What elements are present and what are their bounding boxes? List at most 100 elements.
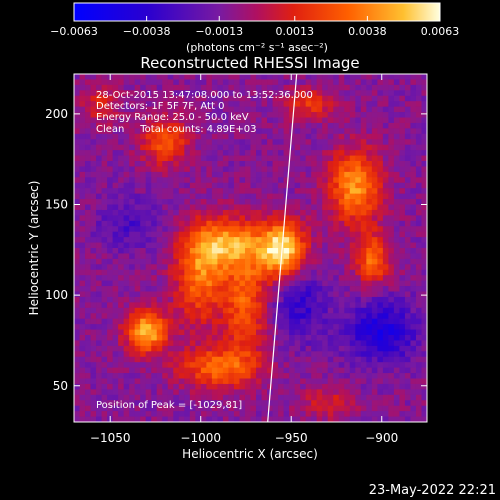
heatmap-cell — [289, 144, 296, 151]
heatmap-cell — [140, 258, 147, 265]
heatmap-cell — [256, 139, 262, 146]
heatmap-cell — [421, 171, 428, 178]
heatmap-cell — [200, 209, 207, 216]
heatmap-cell — [421, 286, 428, 292]
heatmap-cell — [256, 389, 262, 396]
heatmap-cell — [112, 242, 119, 249]
heatmap-cell — [305, 215, 312, 222]
heatmap-cell — [156, 367, 163, 374]
heatmap-cell — [311, 122, 318, 129]
heatmap-cell — [393, 335, 400, 341]
heatmap-cell — [393, 313, 400, 320]
heatmap-cell — [101, 275, 108, 282]
heatmap-cell — [107, 242, 114, 249]
heatmap-cell — [85, 166, 91, 173]
heatmap-cell — [233, 275, 240, 282]
heatmap-cell — [388, 79, 395, 86]
heatmap-cell — [101, 182, 108, 189]
heatmap-cell — [322, 351, 329, 358]
heatmap-cell — [410, 362, 417, 369]
heatmap-cell — [377, 362, 384, 369]
heatmap-cell — [90, 329, 97, 336]
heatmap-cell — [272, 367, 279, 374]
heatmap-cell — [349, 79, 356, 86]
heatmap-cell — [360, 269, 367, 276]
heatmap-cell — [421, 356, 428, 363]
heatmap-cell — [90, 373, 97, 379]
heatmap-cell — [410, 182, 417, 189]
heatmap-cell — [316, 166, 323, 173]
heatmap-cell — [140, 405, 147, 412]
heatmap-cell — [421, 101, 428, 108]
heatmap-cell — [322, 362, 329, 369]
heatmap-cell — [250, 416, 257, 423]
heatmap-cell — [305, 128, 312, 135]
heatmap-cell — [145, 133, 152, 140]
heatmap-cell — [415, 237, 422, 243]
heatmap-cell — [421, 264, 428, 271]
heatmap-cell — [283, 307, 290, 314]
heatmap-cell — [256, 128, 262, 135]
heatmap-cell — [101, 117, 108, 124]
heatmap-cell — [184, 106, 191, 113]
heatmap-cell — [267, 405, 273, 412]
heatmap-cell — [112, 269, 119, 276]
heatmap-cell — [134, 193, 141, 200]
heatmap-cell — [421, 122, 428, 129]
heatmap-cell — [410, 313, 417, 320]
heatmap-cell — [360, 231, 367, 238]
heatmap-cell — [250, 139, 257, 146]
heatmap-cell — [322, 155, 329, 162]
heatmap-cell — [393, 177, 400, 184]
heatmap-cell — [305, 351, 312, 358]
heatmap-cell — [107, 367, 114, 374]
heatmap-cell — [217, 356, 224, 363]
heatmap-cell — [200, 356, 207, 363]
heatmap-cell — [167, 139, 174, 146]
heatmap-cell — [360, 128, 367, 135]
heatmap-cell — [371, 275, 378, 282]
heatmap-cell — [140, 335, 147, 341]
heatmap-cell — [184, 405, 191, 412]
heatmap-cell — [289, 90, 296, 97]
heatmap-cell — [112, 112, 119, 118]
heatmap-cell — [217, 378, 224, 385]
heatmap-cell — [129, 133, 136, 140]
heatmap-cell — [79, 106, 86, 113]
heatmap-cell — [360, 215, 367, 222]
heatmap-cell — [294, 188, 301, 195]
heatmap-cell — [278, 155, 284, 162]
heatmap-cell — [239, 204, 246, 211]
heatmap-cell — [90, 128, 97, 135]
heatmap-cell — [388, 356, 395, 363]
heatmap-cell — [404, 313, 411, 320]
heatmap-cell — [90, 155, 97, 162]
heatmap-cell — [107, 378, 114, 385]
heatmap-cell — [156, 356, 163, 363]
heatmap-cell — [404, 161, 411, 167]
heatmap-cell — [244, 394, 251, 401]
heatmap-cell — [74, 362, 80, 369]
heatmap-cell — [349, 373, 356, 379]
heatmap-cell — [355, 253, 362, 260]
heatmap-cell — [399, 242, 406, 249]
heatmap-cell — [322, 101, 329, 108]
heatmap-cell — [333, 383, 340, 390]
heatmap-cell — [250, 318, 257, 325]
heatmap-cell — [90, 161, 97, 167]
heatmap-cell — [222, 79, 229, 86]
heatmap-cell — [366, 258, 373, 265]
heatmap-cell — [305, 405, 312, 412]
heatmap-cell — [162, 280, 169, 287]
heatmap-cell — [382, 416, 389, 423]
heatmap-cell — [404, 389, 411, 396]
heatmap-cell — [278, 74, 284, 80]
heatmap-cell — [151, 166, 158, 173]
heatmap-cell — [217, 84, 224, 91]
heatmap-cell — [300, 95, 307, 102]
heatmap-cell — [256, 264, 262, 271]
heatmap-cell — [178, 296, 185, 303]
heatmap-cell — [156, 133, 163, 140]
heatmap-cell — [377, 220, 384, 227]
heatmap-cell — [239, 405, 246, 412]
